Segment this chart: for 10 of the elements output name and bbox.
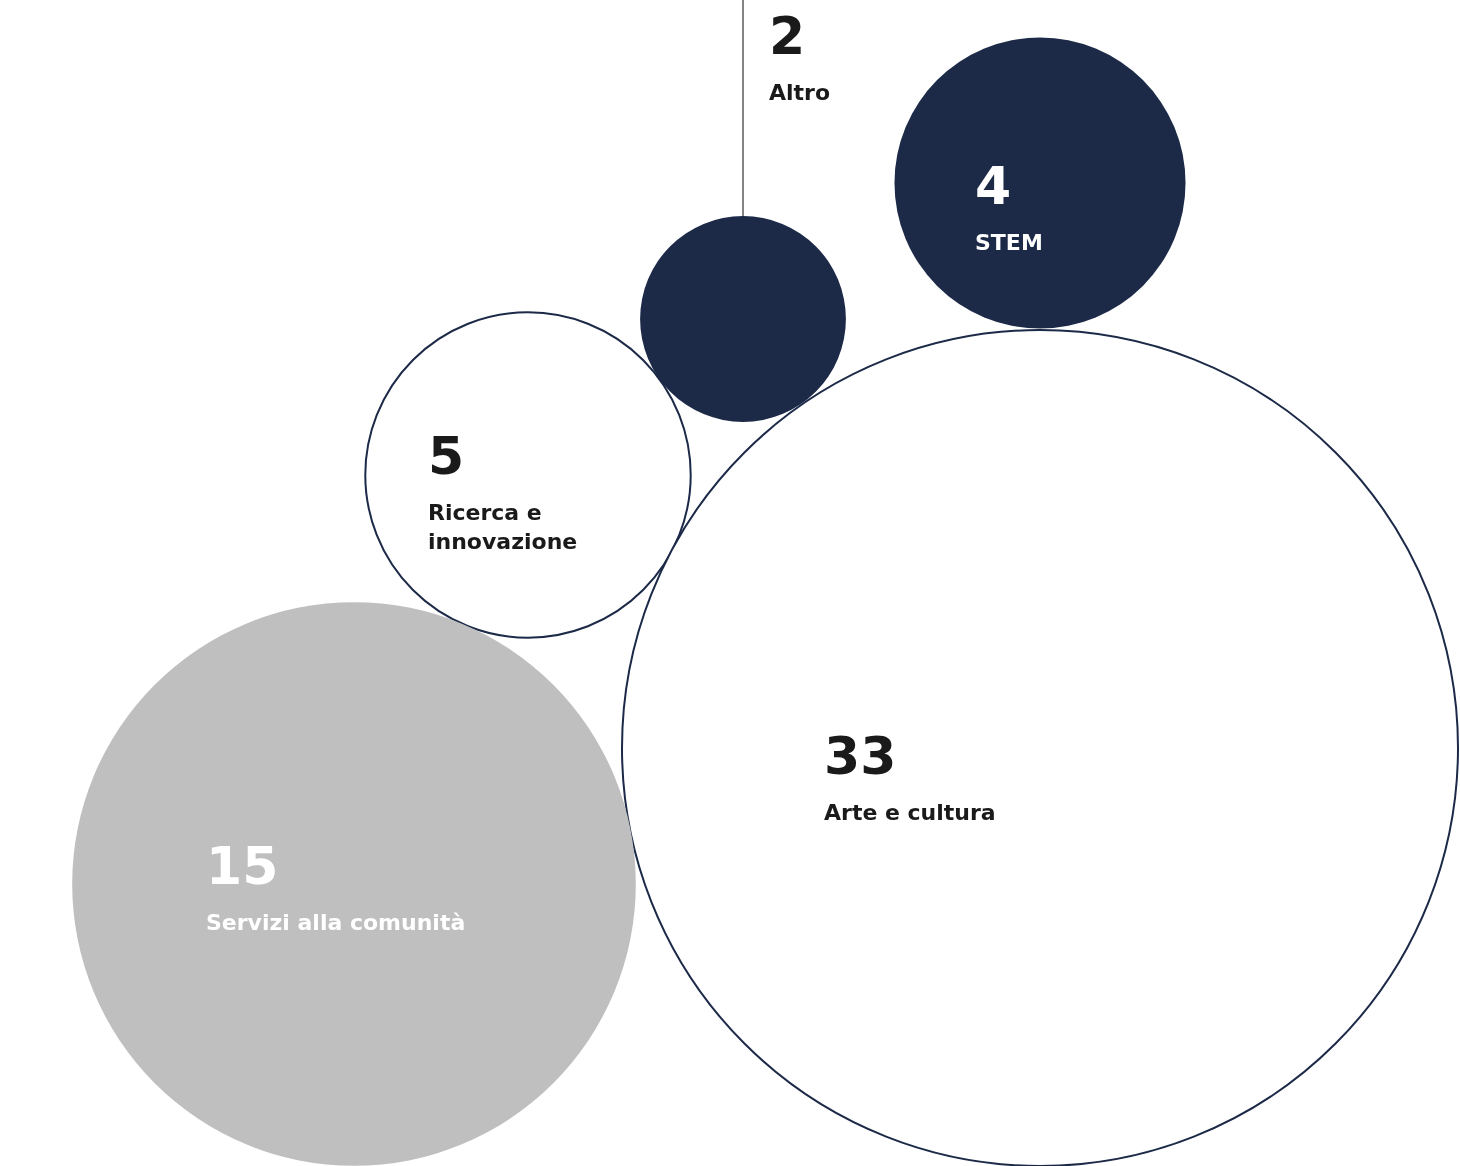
category-label: Altro bbox=[769, 80, 831, 105]
category-label: Ricerca e innovazione bbox=[428, 500, 578, 554]
data-label: 4 bbox=[975, 156, 1012, 216]
category-label: Arte e cultura bbox=[824, 800, 996, 825]
data-label: 2 bbox=[769, 6, 806, 66]
category-label: Servizi alla comunità bbox=[206, 910, 466, 935]
data-label: 5 bbox=[428, 426, 465, 486]
data-label: 15 bbox=[206, 836, 279, 896]
category-label: STEM bbox=[975, 230, 1043, 255]
data-label: 33 bbox=[824, 726, 897, 786]
